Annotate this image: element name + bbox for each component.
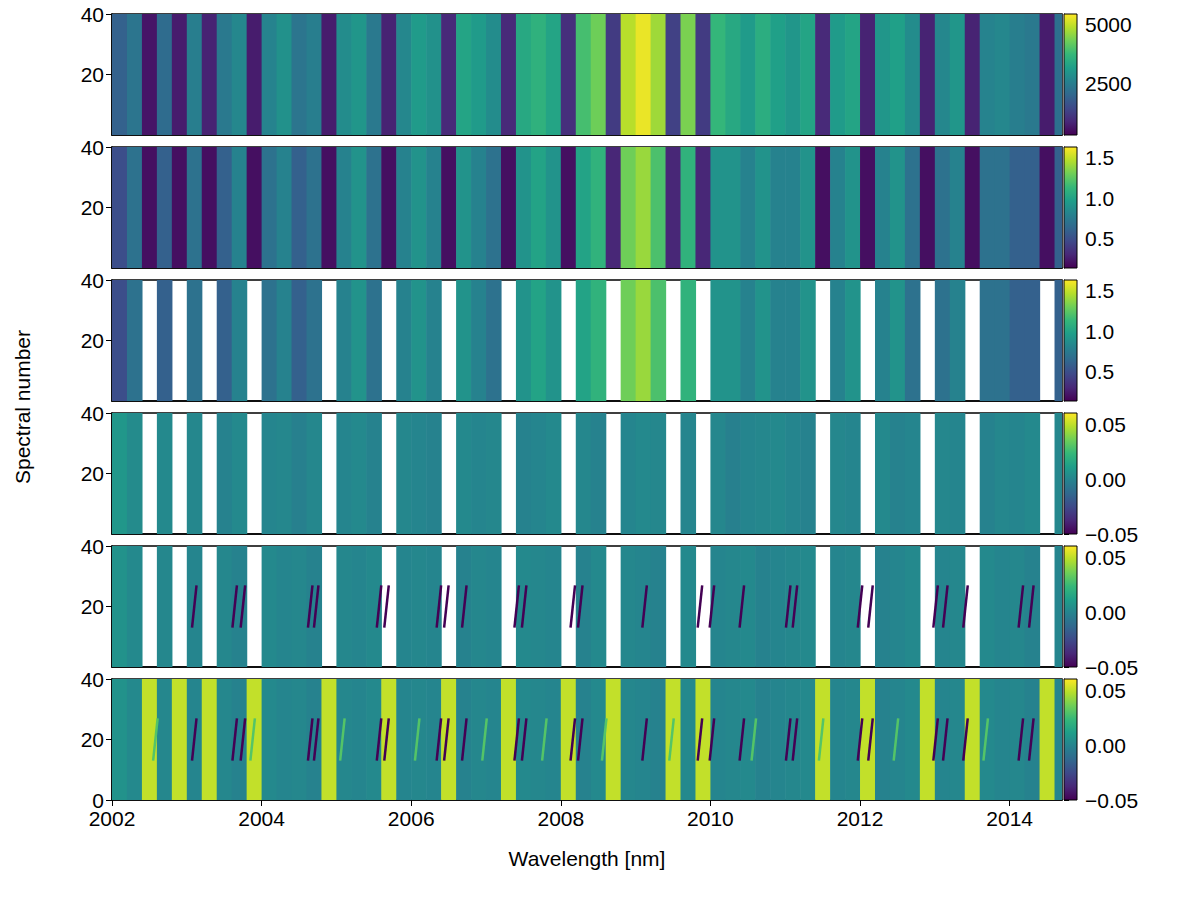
svg-text:0.00: 0.00 [1085, 734, 1126, 757]
svg-text:Spectral number: Spectral number [11, 330, 34, 484]
svg-text:40: 40 [81, 3, 104, 26]
svg-text:−0.05: −0.05 [1085, 656, 1138, 679]
svg-text:0.05: 0.05 [1085, 679, 1126, 702]
svg-text:2012: 2012 [837, 807, 884, 830]
svg-text:2004: 2004 [238, 807, 285, 830]
svg-text:0: 0 [92, 788, 104, 812]
svg-text:2014: 2014 [986, 807, 1033, 830]
svg-text:20: 20 [81, 595, 104, 618]
svg-text:40: 40 [81, 668, 104, 691]
svg-text:5000: 5000 [1085, 13, 1132, 36]
svg-text:20: 20 [81, 329, 104, 352]
svg-text:Wavelength [nm]: Wavelength [nm] [509, 847, 666, 870]
svg-text:0.05: 0.05 [1085, 546, 1126, 569]
svg-text:0.00: 0.00 [1085, 601, 1126, 624]
svg-text:0.00: 0.00 [1085, 468, 1126, 491]
svg-text:−0.05: −0.05 [1085, 789, 1138, 812]
svg-text:1.5: 1.5 [1085, 146, 1114, 169]
svg-text:0.5: 0.5 [1085, 360, 1114, 383]
svg-text:2500: 2500 [1085, 72, 1132, 95]
svg-text:1.0: 1.0 [1085, 320, 1114, 343]
svg-text:0.5: 0.5 [1085, 227, 1114, 250]
svg-text:40: 40 [81, 535, 104, 558]
svg-text:20: 20 [81, 63, 104, 86]
svg-text:1.0: 1.0 [1085, 187, 1114, 210]
svg-text:0.05: 0.05 [1085, 413, 1126, 436]
svg-text:20: 20 [81, 196, 104, 219]
svg-text:1.5: 1.5 [1085, 279, 1114, 302]
svg-text:40: 40 [81, 136, 104, 159]
svg-text:20: 20 [81, 462, 104, 485]
svg-text:2010: 2010 [687, 807, 734, 830]
svg-text:40: 40 [81, 402, 104, 425]
svg-text:20: 20 [81, 728, 104, 751]
svg-text:2002: 2002 [89, 807, 136, 830]
svg-text:40: 40 [81, 269, 104, 292]
svg-text:−0.05: −0.05 [1085, 523, 1138, 546]
svg-text:2006: 2006 [388, 807, 435, 830]
svg-text:2008: 2008 [537, 807, 584, 830]
